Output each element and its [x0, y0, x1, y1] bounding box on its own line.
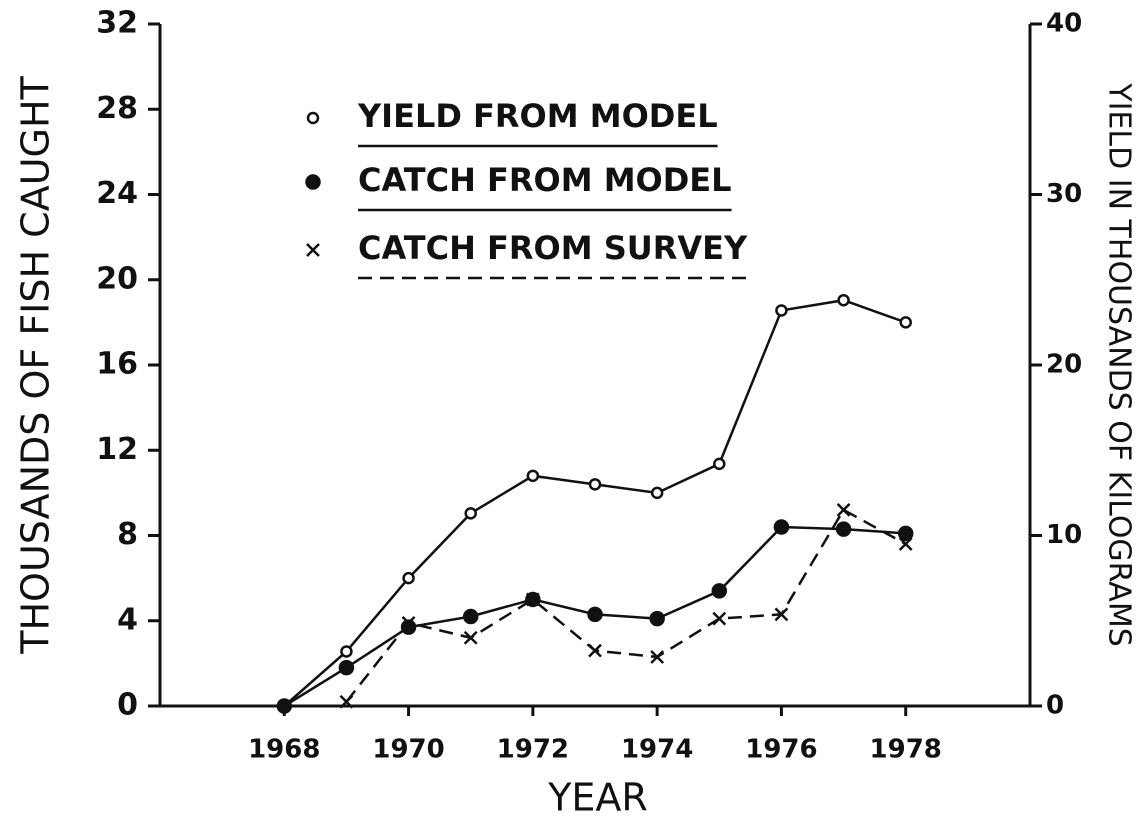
- marker: [773, 519, 790, 535]
- marker: [340, 645, 353, 658]
- y2-axis-label: YIELD IN THOUSANDS OF KILOGRAMS: [1102, 82, 1137, 647]
- x-axis-label: YEAR: [547, 776, 648, 820]
- y-tick-label: 0: [117, 688, 138, 723]
- marker: [837, 293, 850, 307]
- marker: [650, 650, 665, 664]
- marker: [712, 611, 727, 626]
- y-tick-label: 16: [96, 347, 138, 382]
- x-tick-label: 1972: [497, 735, 569, 765]
- series-line: [283, 298, 907, 707]
- marker: [836, 503, 851, 517]
- marker: [276, 698, 293, 714]
- marker: [588, 478, 602, 491]
- legend-marker: [306, 111, 320, 125]
- y2-tick-label: 0: [1046, 691, 1064, 721]
- marker: [650, 486, 664, 500]
- marker: [462, 608, 479, 625]
- marker: [464, 507, 477, 520]
- marker: [525, 592, 540, 607]
- marker: [401, 615, 416, 630]
- y2-tick-label: 20: [1046, 350, 1082, 380]
- x-tick-label: 1974: [621, 735, 693, 765]
- legend-label: YIELD FROM MODEL: [357, 97, 718, 135]
- marker: [587, 606, 603, 623]
- marker: [897, 525, 914, 542]
- x-tick-label: 1970: [372, 735, 444, 765]
- marker: [526, 469, 540, 483]
- y-tick-label: 24: [96, 176, 138, 211]
- y-tick-label: 32: [96, 6, 138, 41]
- marker: [588, 643, 602, 658]
- marker: [898, 537, 913, 551]
- series-line: [345, 508, 907, 703]
- marker: [899, 316, 912, 329]
- y-tick-label: 20: [96, 261, 138, 296]
- y-axis-label: THOUSANDS OF FISH CAUGHT: [14, 75, 58, 654]
- marker: [339, 694, 354, 709]
- legend-marker: [305, 174, 321, 190]
- y-tick-label: 12: [96, 432, 138, 467]
- marker: [649, 610, 665, 627]
- y2-tick-label: 10: [1046, 520, 1082, 550]
- legend-marker: [306, 243, 320, 257]
- marker: [463, 630, 478, 645]
- marker: [400, 619, 417, 635]
- marker: [774, 607, 789, 622]
- marker: [402, 571, 415, 585]
- y-tick-label: 28: [96, 91, 138, 126]
- x-tick-label: 1976: [745, 735, 817, 765]
- legend-label: CATCH FROM MODEL: [358, 161, 732, 199]
- legend-label: CATCH FROM SURVEY: [358, 229, 748, 267]
- marker: [713, 457, 726, 471]
- x-tick-label: 1978: [870, 735, 942, 765]
- y-tick-label: 4: [117, 602, 138, 637]
- y2-tick-label: 30: [1046, 179, 1082, 209]
- marker: [835, 521, 852, 537]
- y-tick-label: 8: [117, 517, 138, 552]
- y2-tick-label: 40: [1046, 9, 1082, 39]
- marker: [775, 304, 788, 317]
- marker: [338, 659, 355, 676]
- marker: [711, 583, 728, 599]
- x-tick-label: 1968: [248, 735, 320, 765]
